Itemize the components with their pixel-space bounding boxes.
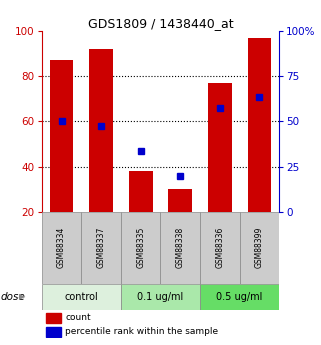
- Bar: [121, 212, 160, 284]
- Bar: [240, 212, 279, 284]
- Text: GSM88335: GSM88335: [136, 227, 145, 268]
- Bar: [129, 171, 152, 212]
- Text: GSM88338: GSM88338: [176, 227, 185, 268]
- Text: percentile rank within the sample: percentile rank within the sample: [65, 327, 219, 336]
- Text: dose: dose: [0, 292, 25, 302]
- Bar: [208, 83, 232, 212]
- Bar: [160, 212, 200, 284]
- Text: GSM88337: GSM88337: [97, 227, 106, 268]
- Text: GSM88336: GSM88336: [215, 227, 224, 268]
- Text: GSM88399: GSM88399: [255, 227, 264, 268]
- Bar: [89, 49, 113, 212]
- Title: GDS1809 / 1438440_at: GDS1809 / 1438440_at: [88, 17, 233, 30]
- Bar: [42, 212, 81, 284]
- Text: count: count: [65, 313, 91, 322]
- Bar: [169, 189, 192, 212]
- Text: 0.1 ug/ml: 0.1 ug/ml: [137, 292, 184, 302]
- Bar: [81, 212, 121, 284]
- Text: control: control: [65, 292, 98, 302]
- Bar: [121, 284, 200, 310]
- Bar: [50, 60, 74, 212]
- Text: 0.5 ug/ml: 0.5 ug/ml: [216, 292, 263, 302]
- Text: GSM88334: GSM88334: [57, 227, 66, 268]
- Bar: [247, 38, 271, 212]
- Bar: [47, 313, 61, 323]
- Bar: [42, 284, 121, 310]
- Bar: [200, 212, 240, 284]
- Text: ▶: ▶: [19, 293, 25, 302]
- Bar: [200, 284, 279, 310]
- Bar: [47, 327, 61, 337]
